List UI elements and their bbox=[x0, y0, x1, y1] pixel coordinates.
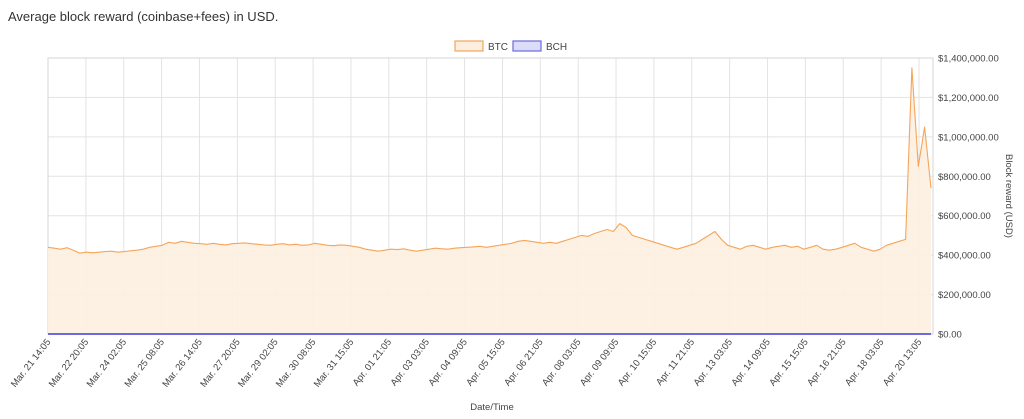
x-tick-label: Apr. 06 21:05 bbox=[502, 337, 545, 388]
x-tick-label: Apr. 11 21:05 bbox=[654, 337, 697, 388]
legend-swatch-btc bbox=[454, 40, 484, 52]
y-tick-label: $1,400,000.00 bbox=[938, 54, 999, 65]
y-tick-label: $800,000.00 bbox=[938, 172, 991, 183]
x-axis-title: Date/Time bbox=[470, 402, 513, 413]
x-tick-label: Apr. 10 15:05 bbox=[616, 337, 659, 388]
y-tick-label: $1,200,000.00 bbox=[938, 93, 999, 104]
series-area-btc bbox=[48, 67, 931, 335]
x-tick-label: Apr. 09 09:05 bbox=[578, 337, 621, 388]
y-tick-label: $200,000.00 bbox=[938, 290, 991, 301]
x-tick-label: Apr. 18 03:05 bbox=[843, 337, 886, 388]
page-title: Average block reward (coinbase+fees) in … bbox=[8, 9, 279, 24]
y-tick-label: $1,000,000.00 bbox=[938, 132, 999, 143]
y-axis-title: Block reward (USD) bbox=[1003, 154, 1014, 238]
legend-item-btc[interactable]: BTC bbox=[454, 40, 508, 53]
x-tick-label: Apr. 08 03:05 bbox=[540, 337, 583, 388]
x-tick-label: Apr. 01 21:05 bbox=[351, 337, 394, 388]
x-tick-label: Apr. 20 13:05 bbox=[881, 337, 924, 388]
axis-layer: $0.00 $200,000.00 $400,000.00 $600,000.00 $8… bbox=[9, 54, 999, 390]
y-tick-label: $400,000.00 bbox=[938, 251, 991, 262]
x-tick-label: Apr. 14 09:05 bbox=[729, 337, 772, 388]
x-tick-label: Apr. 16 21:05 bbox=[805, 337, 848, 388]
area-layer bbox=[47, 67, 932, 335]
x-tick-label: Apr. 05 15:05 bbox=[464, 337, 507, 388]
legend-item-bch[interactable]: BCH bbox=[512, 40, 567, 53]
series-line-btc bbox=[47, 67, 932, 254]
y-tick-label: $0.00 bbox=[938, 330, 962, 341]
x-tick-label: Apr. 03 03:05 bbox=[389, 337, 432, 388]
x-tick-label: Apr. 13 03:05 bbox=[692, 337, 735, 388]
y-tick-label: $600,000.00 bbox=[938, 211, 991, 222]
chart-legend[interactable]: BTC BCH bbox=[454, 40, 567, 53]
legend-label-bch: BCH bbox=[546, 42, 567, 53]
legend-label-btc: BTC bbox=[488, 42, 508, 53]
x-tick-label: Apr. 15 15:05 bbox=[767, 337, 810, 388]
legend-swatch-bch bbox=[512, 40, 542, 52]
x-tick-label: Apr. 04 09:05 bbox=[426, 337, 469, 388]
